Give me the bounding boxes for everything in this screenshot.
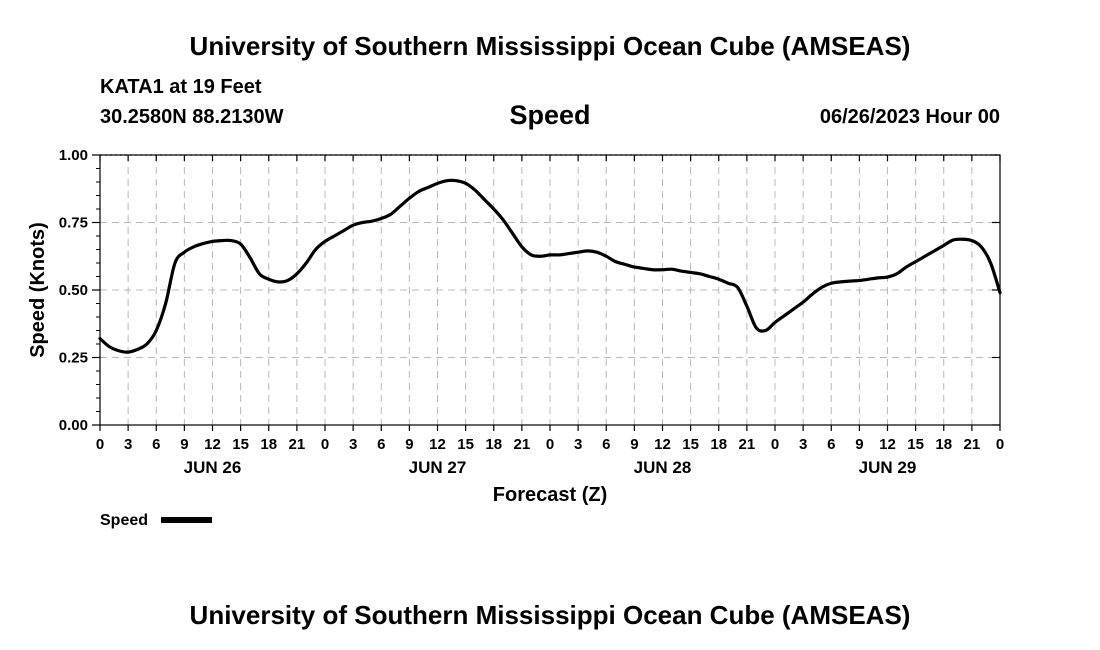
legend-swatch [161, 517, 212, 523]
station-coordinates: 30.2580N 88.2130W [100, 106, 284, 128]
x-tick-label: 18 [485, 436, 502, 453]
x-tick-label: 21 [964, 436, 981, 453]
axis-ticks [92, 154, 1001, 431]
x-day-label: JUN 27 [409, 458, 467, 477]
x-tick-label: 9 [180, 436, 188, 453]
x-tick-label: 21 [289, 436, 306, 453]
page-title: University of Southern Mississippi Ocean… [189, 31, 911, 61]
y-tick-label: 0.75 [59, 215, 88, 232]
x-day-label: JUN 29 [859, 458, 917, 477]
x-tick-label: 15 [682, 436, 699, 453]
x-tick-label: 9 [405, 436, 413, 453]
speed-series-line [98, 178, 1002, 354]
x-tick-label: 0 [771, 436, 779, 453]
x-tick-label: 0 [321, 436, 329, 453]
y-axis-title: Speed (Knots) [27, 222, 49, 358]
x-tick-label: 0 [96, 436, 104, 453]
x-tick-label: 9 [630, 436, 638, 453]
x-axis-title: Forecast (Z) [493, 484, 607, 506]
x-tick-label: 6 [152, 436, 160, 453]
x-tick-label: 15 [907, 436, 924, 453]
grid-lines [100, 155, 1000, 425]
x-tick-label: 18 [260, 436, 277, 453]
axis-labels: 0 3 6 9 12 15 18 21 0 3 6 9 12 15 18 21 0 3 6 9 12 15 18 21 0 3 6 9… [59, 147, 1004, 477]
x-tick-label: 6 [827, 436, 835, 453]
x-tick-label: 6 [602, 436, 610, 453]
x-tick-label: 3 [349, 436, 357, 453]
x-tick-label: 0 [996, 436, 1004, 453]
chart-title: Speed [509, 100, 591, 130]
x-tick-label: 21 [514, 436, 531, 453]
y-tick-label: 0.25 [59, 350, 88, 367]
x-tick-label: 15 [232, 436, 249, 453]
x-tick-label: 21 [739, 436, 756, 453]
x-tick-label: 15 [457, 436, 474, 453]
x-tick-label: 0 [546, 436, 554, 453]
y-tick-label: 0.50 [59, 282, 88, 299]
x-day-label: JUN 28 [634, 458, 692, 477]
x-tick-label: 3 [799, 436, 807, 453]
legend-label: Speed [100, 512, 148, 529]
footer-title: University of Southern Mississippi Ocean… [189, 600, 911, 630]
y-tick-label: 1.00 [59, 147, 88, 164]
station-label: KATA1 at 19 Feet [100, 76, 262, 98]
forecast-run-time: 06/26/2023 Hour 00 [819, 106, 1000, 128]
x-tick-label: 12 [879, 436, 896, 453]
x-tick-label: 12 [654, 436, 671, 453]
x-tick-label: 3 [124, 436, 132, 453]
x-tick-label: 9 [855, 436, 863, 453]
x-tick-label: 18 [935, 436, 952, 453]
x-tick-label: 6 [377, 436, 385, 453]
x-tick-label: 12 [429, 436, 446, 453]
x-tick-label: 12 [204, 436, 221, 453]
legend: Speed [100, 512, 212, 529]
y-tick-label: 0.00 [59, 417, 88, 434]
x-tick-label: 3 [574, 436, 582, 453]
x-day-label: JUN 26 [184, 458, 242, 477]
x-tick-label: 18 [710, 436, 727, 453]
